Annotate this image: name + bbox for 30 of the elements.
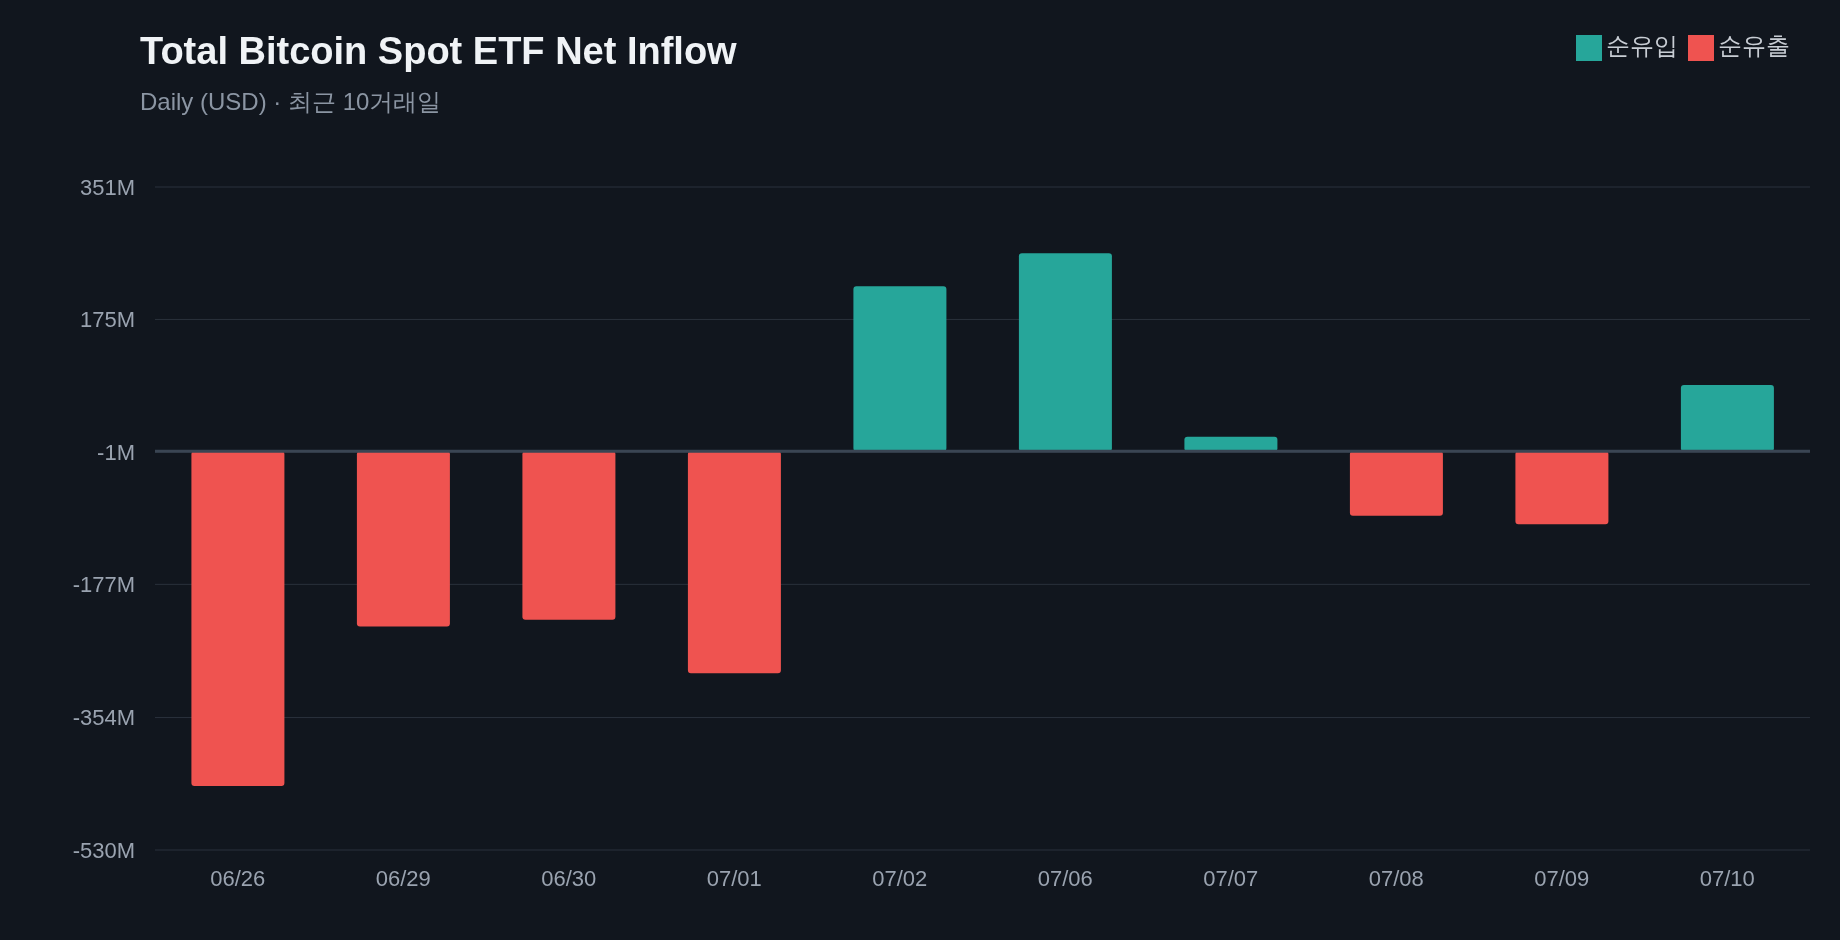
- x-tick-label: 07/06: [1037, 865, 1093, 891]
- bar: [1349, 451, 1443, 516]
- x-tick-label: 06/26: [210, 865, 266, 891]
- bar: [522, 451, 616, 620]
- x-tick-label: 06/30: [541, 865, 597, 891]
- y-tick-label: -1M: [97, 439, 135, 465]
- y-tick-label: 351M: [79, 174, 135, 200]
- x-tick-label: 07/10: [1699, 865, 1755, 891]
- bar: [687, 451, 781, 674]
- x-tick-label: 07/02: [872, 865, 928, 891]
- bar: [191, 451, 285, 787]
- y-tick-label: -177M: [72, 572, 135, 598]
- legend-label: 순유입: [1606, 32, 1678, 59]
- x-tick-label: 07/09: [1534, 865, 1590, 891]
- x-tick-label: 07/07: [1203, 865, 1259, 891]
- y-tick-label: -530M: [72, 837, 135, 863]
- x-tick-label: 06/29: [375, 865, 431, 891]
- bar: [1680, 384, 1774, 452]
- bar: [1018, 253, 1112, 452]
- x-tick-label: 07/01: [706, 865, 762, 891]
- bar: [853, 286, 947, 452]
- bar: [1184, 436, 1278, 452]
- bar: [1515, 451, 1609, 525]
- chart-subtitle: Daily (USD) · 최근 10거래일: [140, 87, 442, 117]
- y-tick-label: -354M: [72, 705, 135, 731]
- chart-title: Total Bitcoin Spot ETF Net Inflow: [140, 30, 737, 73]
- legend-label: 순유출: [1718, 32, 1790, 59]
- bar: [356, 451, 450, 627]
- y-tick-label: 175M: [79, 307, 135, 333]
- x-tick-label: 07/08: [1368, 865, 1424, 891]
